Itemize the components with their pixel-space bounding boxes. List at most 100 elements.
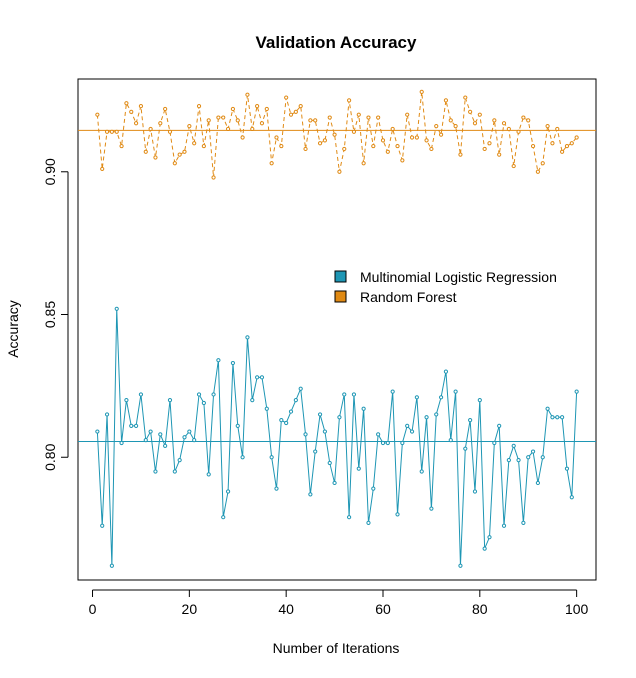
x-axis: 0 20 40 60 80 100 — [89, 589, 589, 617]
data-point-rf — [535, 169, 541, 174]
data-point-rf — [104, 129, 110, 134]
data-point-mlr — [138, 392, 144, 397]
data-point-rf — [569, 141, 574, 146]
data-point-rf — [545, 124, 550, 129]
y-axis: 0.80 0.85 0.90 — [42, 158, 69, 471]
data-point-mlr — [356, 466, 361, 471]
data-point-rf — [477, 112, 482, 117]
data-point-mlr — [235, 423, 240, 428]
data-point-mlr — [269, 455, 274, 460]
plot-area — [78, 89, 596, 568]
data-point-mlr — [143, 438, 148, 443]
data-point-rf — [327, 115, 332, 120]
data-point-mlr — [206, 472, 211, 477]
data-point-mlr — [245, 335, 250, 340]
data-point-mlr — [332, 480, 337, 486]
data-point-rf — [206, 118, 211, 123]
data-point-mlr — [458, 563, 463, 568]
data-point-mlr — [347, 515, 352, 520]
data-point-rf — [376, 115, 381, 120]
data-point-mlr — [405, 423, 410, 428]
data-point-mlr — [279, 418, 284, 423]
data-point-mlr — [109, 563, 114, 568]
data-point-mlr — [308, 492, 313, 497]
data-point-rf — [438, 132, 444, 137]
data-point-mlr — [385, 440, 390, 446]
data-point-rf — [390, 126, 395, 132]
data-point-mlr — [434, 412, 439, 417]
data-point-rf — [182, 149, 187, 154]
legend-label-mlr: Multinomial Logistic Regression — [360, 269, 557, 285]
data-point-rf — [530, 143, 536, 149]
data-point-rf — [172, 161, 177, 166]
data-point-rf — [414, 135, 419, 140]
data-point-rf — [109, 129, 114, 134]
data-point-rf — [298, 104, 303, 109]
data-point-mlr — [250, 398, 255, 403]
data-point-rf — [511, 163, 516, 169]
data-point-rf — [293, 109, 298, 114]
data-point-rf — [308, 118, 313, 123]
series-rf — [78, 89, 596, 180]
data-point-rf — [196, 104, 202, 109]
data-point-mlr — [255, 375, 260, 380]
data-point-rf — [468, 109, 473, 114]
data-point-rf — [342, 146, 347, 152]
data-point-mlr — [400, 440, 405, 446]
data-point-mlr — [225, 489, 231, 494]
data-point-rf — [419, 89, 424, 94]
data-point-rf — [201, 143, 206, 149]
data-point-rf — [250, 126, 255, 132]
data-point-rf — [487, 141, 492, 146]
data-point-rf — [303, 146, 308, 152]
data-point-mlr — [555, 415, 560, 420]
data-point-rf — [230, 106, 236, 112]
data-point-mlr — [221, 515, 226, 520]
data-point-mlr — [361, 406, 366, 411]
data-point-rf — [259, 121, 265, 126]
data-point-rf — [351, 129, 357, 134]
legend-label-rf: Random Forest — [360, 289, 457, 305]
data-point-rf — [347, 98, 352, 103]
data-point-rf — [429, 146, 434, 152]
data-point-rf — [492, 118, 497, 123]
data-point-mlr — [453, 389, 458, 394]
data-point-rf — [400, 158, 405, 163]
data-point-rf — [574, 135, 579, 140]
data-point-rf — [288, 112, 294, 117]
data-point-mlr — [342, 392, 347, 397]
data-point-rf — [322, 138, 327, 143]
data-point-mlr — [560, 415, 565, 420]
data-point-mlr — [129, 423, 134, 428]
data-point-rf — [216, 115, 221, 120]
data-point-rf — [279, 143, 284, 149]
data-point-rf — [448, 118, 453, 123]
y-tick-label: 0.80 — [42, 443, 58, 470]
data-point-rf — [114, 129, 119, 134]
data-point-mlr — [163, 443, 168, 448]
data-point-rf — [443, 98, 449, 103]
data-point-rf — [100, 166, 105, 172]
data-point-mlr — [327, 460, 332, 466]
data-point-rf — [482, 146, 487, 152]
data-point-mlr — [119, 440, 124, 446]
data-point-rf — [167, 129, 173, 134]
data-point-mlr — [530, 449, 536, 454]
data-point-mlr — [196, 392, 202, 397]
data-point-mlr — [511, 443, 516, 448]
data-point-rf — [560, 149, 565, 154]
data-point-mlr — [550, 415, 555, 420]
data-point-rf — [526, 118, 531, 123]
x-tick-label: 40 — [278, 601, 294, 617]
data-point-mlr — [506, 458, 511, 463]
legend: Multinomial Logistic Regression Random F… — [334, 269, 557, 305]
data-point-rf — [332, 132, 337, 137]
data-point-mlr — [167, 398, 173, 403]
data-point-rf — [555, 126, 560, 132]
data-point-mlr — [274, 486, 279, 491]
data-point-mlr — [240, 455, 245, 460]
data-point-mlr — [535, 480, 541, 486]
data-point-mlr — [395, 512, 400, 517]
data-point-rf — [158, 121, 163, 126]
